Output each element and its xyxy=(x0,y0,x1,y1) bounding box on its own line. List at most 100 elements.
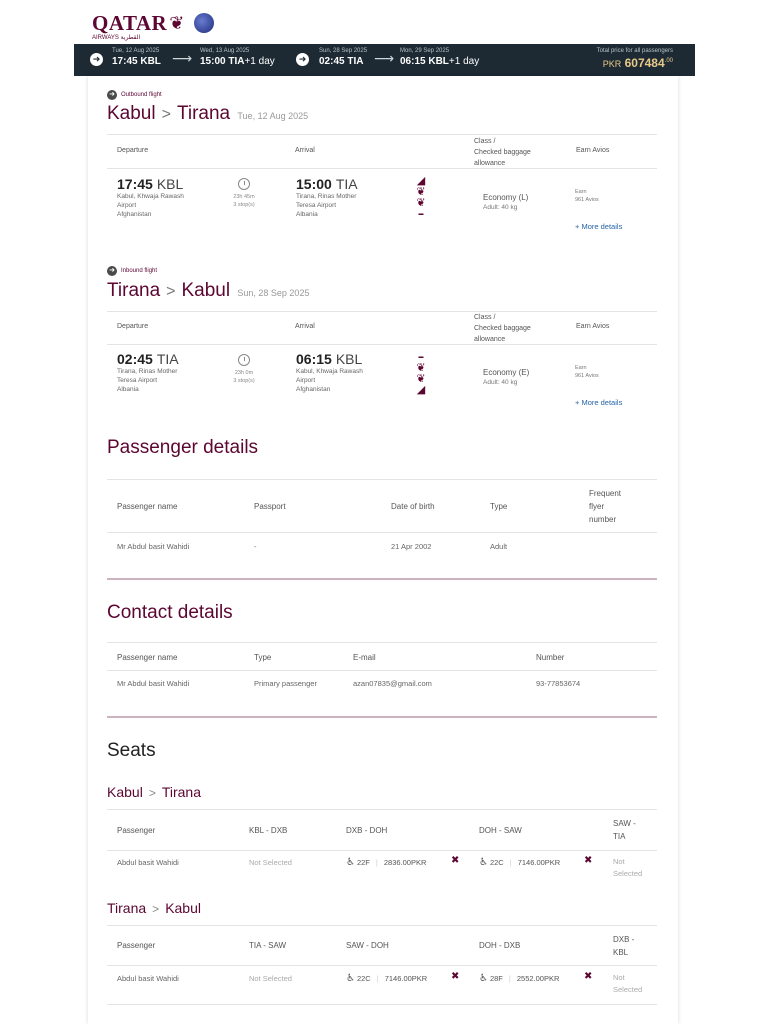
contact-name: Mr Abdul basit Wahidi xyxy=(117,679,190,688)
stops-text: 3 stop(s) xyxy=(233,378,255,384)
summary-time: 02:45 TIA xyxy=(319,56,364,67)
col-type: Type xyxy=(254,653,272,662)
airline-tails: ▬ ❦ ❦ ◢ xyxy=(414,352,428,396)
inbound-more-details-link[interactable]: + More details xyxy=(575,398,623,407)
dep-code: KBL xyxy=(156,176,184,192)
col-email: E-mail xyxy=(353,653,376,662)
outbound-label: ➜ Outbound flight xyxy=(107,90,162,100)
qatar-logo[interactable]: QATAR ❦ AIRWAYS القطرية xyxy=(92,10,215,41)
col-arrival: Arrival xyxy=(295,323,315,330)
passport-value: - xyxy=(254,542,257,551)
outbound-label-text: Outbound flight xyxy=(121,92,162,98)
divider: | xyxy=(376,974,379,983)
chevron-right-icon: > xyxy=(161,106,171,123)
partner-tail-icon: ▬ xyxy=(418,354,424,360)
logo-text: QATAR xyxy=(92,10,168,35)
col-segment: SAW - TIA xyxy=(613,817,653,843)
inbound-duration: 23h 0m 3 stop(s) xyxy=(224,354,264,385)
oryx-icon: ❦ xyxy=(169,12,185,33)
inbound-cabin: Economy (E) Adult: 40 kg xyxy=(483,368,529,386)
col-passenger: Passenger xyxy=(117,941,156,950)
seat-icon: ♿ xyxy=(479,973,488,984)
route-to: Tirana xyxy=(161,784,201,800)
seats-in-route: Tirana > Kabul xyxy=(107,900,201,916)
trip-summary-bar: ➜ Tue, 12 Aug 2025 17:45 KBL ⟶ Wed, 13 A… xyxy=(74,44,695,76)
chevron-right-icon: > xyxy=(152,902,160,916)
inbound-arrow-icon: ➜ xyxy=(296,53,309,66)
divider: | xyxy=(375,858,378,867)
contact-type: Primary passenger xyxy=(254,679,317,688)
outbound-earn: Earn 961 Avios xyxy=(575,188,599,204)
col-passenger-name: Passenger name xyxy=(117,653,178,662)
seats-title: Seats xyxy=(107,740,156,761)
seat-not-selected: Not Selected xyxy=(249,858,292,867)
stops-text: 3 stop(s) xyxy=(233,202,255,208)
seat-selection: ♿ 28F | 2552.00PKR xyxy=(479,973,559,984)
chevron-right-icon: > xyxy=(166,283,176,300)
remove-seat-icon[interactable]: ✖ xyxy=(451,855,460,866)
seat-selection: ♿ 22C | 7146.00PKR xyxy=(346,973,427,984)
col-frequent-flyer: Frequent flyer number xyxy=(589,487,649,526)
dep-address: Kabul, Khwaja Rawash xyxy=(117,193,184,200)
oryx-tail-icon: ❦ xyxy=(416,197,426,209)
summary-time: 17:45 KBL xyxy=(112,56,161,67)
col-class-baggage: Class / Checked baggage allowance xyxy=(474,312,531,345)
col-date-of-birth: Date of birth xyxy=(391,502,435,511)
col-ff-line: Frequent xyxy=(589,489,622,498)
route-from: Kabul xyxy=(107,103,156,124)
col-segment-line: TIA xyxy=(613,832,626,841)
dep-time: 17:45 xyxy=(117,176,153,192)
inbound-label: ➜ Inbound flight xyxy=(107,266,157,276)
col-segment-line: KBL xyxy=(613,948,629,957)
seat-icon: ♿ xyxy=(479,857,488,868)
col-class-line: Checked baggage xyxy=(474,149,531,156)
summary-date: Wed, 13 Aug 2025 xyxy=(200,48,250,54)
not-selected-line: Selected xyxy=(613,869,643,878)
seat-number: 28F xyxy=(489,974,503,983)
arr-time: 15:00 xyxy=(296,176,332,192)
arr-code: KBL xyxy=(335,351,363,367)
divider: | xyxy=(509,858,512,867)
earn-avios: 961 Avios xyxy=(575,197,599,203)
not-selected-line: Not xyxy=(613,857,625,866)
arr-address: Airport xyxy=(296,377,316,384)
seat-price: 7146.00PKR xyxy=(384,974,428,983)
outbound-arrow-icon: ➜ xyxy=(90,53,103,66)
col-earn-avios: Earn Avios xyxy=(576,147,610,154)
duration-text: 23h 45m xyxy=(233,194,255,200)
col-segment: KBL - DXB xyxy=(249,826,288,835)
cabin-class: Economy (E) xyxy=(483,368,530,377)
not-selected-line: Selected xyxy=(613,985,643,994)
seat-number: 22C xyxy=(489,858,504,867)
inbound-route: Tirana > Kabul Sun, 28 Sep 2025 xyxy=(107,280,309,302)
seat-passenger-name: Abdul basit Wahidi xyxy=(117,858,179,867)
dep-address: Teresa Airport xyxy=(117,377,158,384)
outbound-direction-icon: ➜ xyxy=(107,90,117,100)
col-segment-line: SAW - xyxy=(613,819,636,828)
partner-tail-icon: ▬ xyxy=(418,211,424,217)
qatar-tail-icon: ◢ xyxy=(416,384,426,396)
col-segment: TIA - SAW xyxy=(249,941,287,950)
col-segment: SAW - DOH xyxy=(346,941,389,950)
col-earn-avios: Earn Avios xyxy=(576,323,610,330)
inbound-direction-icon: ➜ xyxy=(107,266,117,276)
route-date: Sun, 28 Sep 2025 xyxy=(237,288,310,298)
remove-seat-icon[interactable]: ✖ xyxy=(451,971,460,982)
seat-price: 2836.00PKR xyxy=(383,858,427,867)
dep-time: 02:45 xyxy=(117,351,153,367)
remove-seat-icon[interactable]: ✖ xyxy=(584,971,593,982)
outbound-cabin: Economy (L) Adult: 40 kg xyxy=(483,193,528,211)
outbound-more-details-link[interactable]: + More details xyxy=(575,222,623,231)
remove-seat-icon[interactable]: ✖ xyxy=(584,855,593,866)
summary-out-departure: Tue, 12 Aug 2025 17:45 KBL xyxy=(112,48,161,67)
total-decimals: .00 xyxy=(664,58,673,64)
col-ff-line: number xyxy=(589,515,617,524)
arr-code: TIA xyxy=(335,176,358,192)
oryx-tail-icon: ❦ xyxy=(416,186,426,198)
arr-time: 06:15 xyxy=(296,351,332,367)
dep-address: Afghanistan xyxy=(117,211,152,218)
summary-date: Sun, 28 Sep 2025 xyxy=(319,48,368,54)
route-from: Tirana xyxy=(107,900,147,916)
arr-address: Afghanistan xyxy=(296,386,331,393)
